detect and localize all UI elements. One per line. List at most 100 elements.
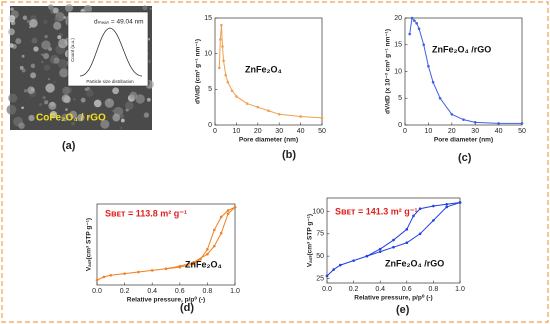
data-point <box>206 252 209 256</box>
data-point <box>219 215 223 219</box>
data-point <box>325 274 329 278</box>
sem-particle <box>86 89 94 97</box>
sem-particle <box>146 97 151 102</box>
data-point <box>224 73 227 77</box>
sem-particle <box>42 96 46 100</box>
sem-particle <box>52 7 59 14</box>
data-point <box>418 207 422 211</box>
inset-xlabel: Particle size distribution <box>86 79 134 84</box>
panel-label: (c) <box>458 152 472 164</box>
x-tick-label: 0.8 <box>203 288 213 295</box>
sem-particle <box>135 94 145 104</box>
x-tick-label: 0.8 <box>429 286 439 293</box>
y-axis-label: Vₐₓₛ(cm³ STP g⁻¹) <box>86 218 93 271</box>
sem-particle <box>80 97 86 103</box>
inset-label: dₘₑₐₙ = 49.04 nm <box>94 19 144 26</box>
data-point <box>109 273 113 277</box>
data-point <box>418 232 422 236</box>
chart: 0.0 0.2 0.4 0.6 0.8 1.0 Relative pressure, p/p… <box>86 203 240 304</box>
data-point <box>222 59 225 63</box>
data-point <box>378 250 382 253</box>
x-axis-label: Relative pressure, p/p⁰ (-) <box>127 296 205 304</box>
annotation: Sʙᴇᴛ = 141.3 m² g⁻¹ <box>335 206 417 216</box>
x-tick-label: 10 <box>425 128 433 135</box>
sem-particle <box>41 40 51 50</box>
x-tick-label: 50 <box>318 128 326 135</box>
x-tick-label: 10 <box>233 128 241 135</box>
sem-particle <box>59 68 69 78</box>
data-point <box>206 248 209 251</box>
data-point <box>217 66 221 70</box>
data-point <box>95 278 99 282</box>
sem-particle <box>71 121 75 126</box>
data-point <box>219 38 222 41</box>
sem-particle <box>44 34 48 39</box>
data-point <box>235 95 238 98</box>
x-tick-label: 20 <box>448 128 456 135</box>
data-point <box>226 80 230 84</box>
sem-particle <box>6 104 17 115</box>
sem-particle <box>112 87 119 95</box>
sem-particle <box>21 68 26 73</box>
y-tick-label: 25 <box>316 275 324 282</box>
data-point <box>432 204 435 208</box>
x-axis-label: Pore diameter (nm) <box>239 137 298 144</box>
data-point <box>412 214 415 218</box>
x-tick-label: 0.6 <box>402 286 412 293</box>
y-tick-label: 50 <box>316 253 324 260</box>
series-line <box>326 201 461 277</box>
sem-particle <box>119 114 125 119</box>
y-tick-label: 0 <box>398 122 402 129</box>
data-point <box>431 80 435 84</box>
sem-particle <box>18 122 25 129</box>
data-point <box>365 254 369 258</box>
sem-particle <box>57 35 62 40</box>
data-point <box>497 122 500 125</box>
sem-particle <box>21 54 25 58</box>
y-tick-label: 5 <box>208 86 212 93</box>
data-point <box>320 116 324 120</box>
x-tick-label: 1.0 <box>455 286 465 293</box>
sem-particle <box>65 4 74 13</box>
sem-particle <box>29 19 38 28</box>
data-point <box>192 262 195 266</box>
x-tick-label: 0.0 <box>322 286 332 293</box>
y-tick-label: 15 <box>394 42 402 49</box>
sem-particle <box>48 101 57 110</box>
sem-particle <box>149 7 152 10</box>
data-point <box>473 121 477 124</box>
data-point <box>256 105 260 109</box>
data-point <box>339 263 342 267</box>
sem-particle <box>41 53 44 56</box>
sem-particle <box>112 113 121 122</box>
data-point <box>230 89 234 93</box>
sem-particle <box>83 4 93 14</box>
data-point <box>413 19 416 22</box>
sem-particle <box>8 43 14 48</box>
sem-particle <box>125 101 134 110</box>
sem-particle <box>93 99 102 108</box>
sem-particle <box>120 118 125 123</box>
sem-particle <box>40 60 44 64</box>
x-tick-label: 20 <box>254 128 262 135</box>
chart: 0.0 0.2 0.4 0.6 0.8 1.0 25 50 75 100 Relative pres… <box>307 197 465 302</box>
data-point <box>405 228 409 231</box>
x-tick-label: 0.2 <box>120 288 130 295</box>
y-tick-label: 20 <box>394 15 402 22</box>
sem-particle <box>104 98 115 108</box>
y-axis-label: Vₐₓₛ(cm³ STP g⁻¹) <box>307 214 314 267</box>
y-tick-label: 75 <box>316 231 324 238</box>
sem-particle <box>142 5 148 11</box>
panel-label: (d) <box>180 302 194 314</box>
data-point <box>462 118 465 121</box>
sem-particle <box>10 7 14 11</box>
sem-particle <box>107 99 111 102</box>
data-point <box>415 22 419 25</box>
sem-particle <box>43 53 50 60</box>
x-tick-label: 30 <box>471 128 479 135</box>
x-tick-label: 30 <box>275 128 283 135</box>
annotation: ZnFe₂O₄ /rGO <box>432 44 491 54</box>
data-point <box>245 102 249 105</box>
sem-particle <box>87 115 90 119</box>
